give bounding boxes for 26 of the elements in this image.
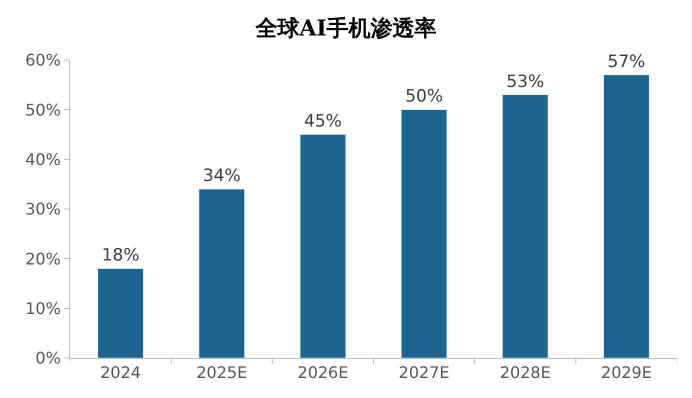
bar	[603, 74, 650, 358]
y-tick-label: 50%	[25, 100, 61, 120]
x-tick-label: 2024	[100, 363, 141, 382]
bar	[198, 188, 245, 358]
data-label: 57%	[608, 52, 646, 72]
y-tick-label: 10%	[25, 298, 61, 318]
bar	[401, 109, 448, 358]
bar	[98, 268, 144, 358]
data-label: 18%	[102, 246, 140, 266]
bar	[300, 134, 346, 358]
x-tick-label: 2025E	[196, 363, 248, 382]
y-tick-label: 40%	[25, 150, 61, 169]
data-label: 53%	[506, 72, 544, 92]
x-tick-label: 2027E	[398, 363, 450, 382]
chart-title: 全球AI手机渗透率	[254, 15, 437, 42]
y-tick-label: 20%	[25, 249, 61, 268]
bar	[502, 94, 548, 358]
y-tick-label: 30%	[25, 200, 61, 219]
data-label: 45%	[304, 112, 342, 132]
y-tick-label: 60%	[25, 50, 61, 70]
data-label: 50%	[405, 86, 443, 107]
x-tick-label: 2028E	[500, 363, 551, 382]
x-tick-label: 2026E	[298, 363, 348, 382]
y-tick-label: 0%	[35, 348, 61, 368]
x-tick-label: 2029E	[601, 363, 652, 382]
data-label: 34%	[202, 166, 241, 186]
